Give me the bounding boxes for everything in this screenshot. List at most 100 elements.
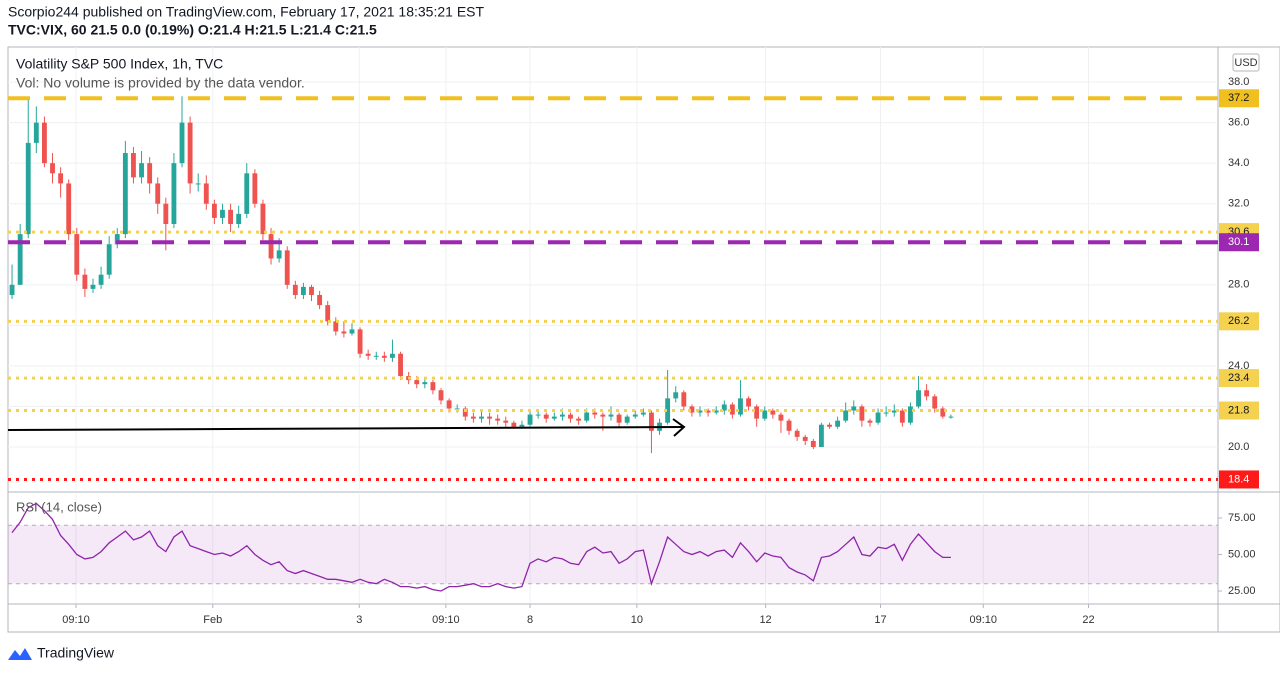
candle-body (220, 209, 225, 218)
marks (8, 96, 1218, 592)
candle-body (422, 382, 428, 385)
candle-body (98, 274, 104, 285)
candle-body (543, 414, 549, 419)
candle-body (729, 404, 735, 415)
candle-body (827, 424, 832, 427)
candle-body (576, 418, 582, 421)
candle-body (762, 410, 768, 419)
candle-body (746, 398, 751, 407)
candle-body (454, 408, 460, 410)
candle-body (924, 390, 930, 397)
candle-body (843, 410, 849, 421)
candle-body (114, 234, 120, 245)
candle-body (535, 414, 541, 416)
candle-body (430, 382, 436, 391)
candle-body (649, 412, 654, 431)
x-tick-label: 09:10 (62, 614, 90, 626)
candle-body (349, 329, 355, 334)
candle-body (916, 390, 921, 407)
level-label: 18.4 (1228, 473, 1249, 485)
y-tick-label: 32.0 (1228, 198, 1249, 210)
candle-body (58, 173, 64, 184)
candle-body (673, 392, 679, 399)
candle-body (794, 430, 800, 437)
candle-body (462, 408, 468, 417)
candle-body (390, 353, 395, 358)
candle-body (171, 163, 177, 224)
candle-body (721, 404, 727, 411)
candle-body (519, 424, 525, 427)
candle-body (802, 436, 808, 441)
candle-body (511, 422, 517, 427)
quote-line: TVC:VIX, 60 21.5 0.0 (0.19%) O:21.4 H:21… (8, 22, 377, 38)
candle-body (252, 173, 258, 204)
candle-body (66, 183, 72, 235)
level-label: 26.2 (1228, 315, 1249, 327)
chart-frame (7, 46, 1280, 633)
x-tick-label: 10 (631, 614, 643, 626)
arrow-annotation[interactable] (7, 426, 684, 431)
brand-logo[interactable] (8, 648, 32, 660)
rsi-title: RSI (14, close) (16, 499, 102, 514)
candle-body (608, 414, 614, 417)
candle-body (738, 398, 743, 415)
candle-body (309, 286, 314, 295)
level-label: 30.1 (1228, 236, 1249, 248)
candle-body (810, 440, 816, 448)
candle-body (592, 412, 598, 415)
candle-body (899, 410, 905, 423)
grid (8, 47, 1218, 603)
candle-body (883, 412, 889, 414)
candle-body (50, 163, 55, 174)
x-tick-label: 8 (527, 614, 533, 626)
candle-body (41, 122, 47, 164)
y-tick-label: 75.00 (1228, 512, 1256, 524)
candle-body (697, 410, 703, 413)
candle-body (940, 408, 946, 417)
x-tick-label: 09:10 (970, 614, 998, 626)
candle-body (187, 122, 193, 184)
candle-body (818, 424, 824, 448)
candle-body (438, 390, 444, 401)
candle-body (479, 416, 484, 419)
x-tick-label: 22 (1082, 614, 1094, 626)
candle-body (211, 203, 217, 218)
volume-note: Vol: No volume is provided by the data v… (16, 75, 305, 91)
level-label-bg (1219, 470, 1259, 489)
currency-box[interactable] (1232, 53, 1260, 72)
candle-body (373, 355, 379, 357)
candle-body (244, 173, 250, 214)
candle-body (74, 234, 80, 275)
candle-body (25, 142, 31, 235)
level-label: 37.2 (1228, 92, 1249, 104)
candle-body (851, 406, 857, 411)
candle-body (470, 416, 476, 419)
x-tick-label: 12 (759, 614, 771, 626)
x-tick-label: 09:10 (432, 614, 460, 626)
candle-body (106, 244, 112, 275)
candle-body (446, 400, 452, 409)
candle-body (616, 414, 622, 423)
candle-body (357, 329, 363, 354)
candle-body (365, 353, 371, 356)
candle-body (640, 412, 646, 415)
candle-body (875, 412, 881, 423)
candle-body (139, 163, 144, 178)
candle-body (495, 418, 501, 421)
candle-body (90, 284, 96, 289)
y-tick-label: 28.0 (1228, 279, 1249, 291)
candle-body (147, 163, 153, 184)
candle-body (786, 420, 792, 431)
brand-name[interactable]: TradingView (37, 645, 115, 661)
candle-body (284, 250, 290, 285)
candle-body (236, 213, 242, 224)
candle-body (292, 284, 298, 295)
candle-body (82, 274, 88, 289)
candle-body (859, 406, 865, 421)
level-label-bg (1219, 401, 1259, 420)
candle-body (689, 406, 695, 413)
publisher-line: Scorpio244 published on TradingView.com,… (8, 4, 484, 20)
level-label: 23.4 (1228, 372, 1249, 384)
candle-body (770, 410, 776, 415)
